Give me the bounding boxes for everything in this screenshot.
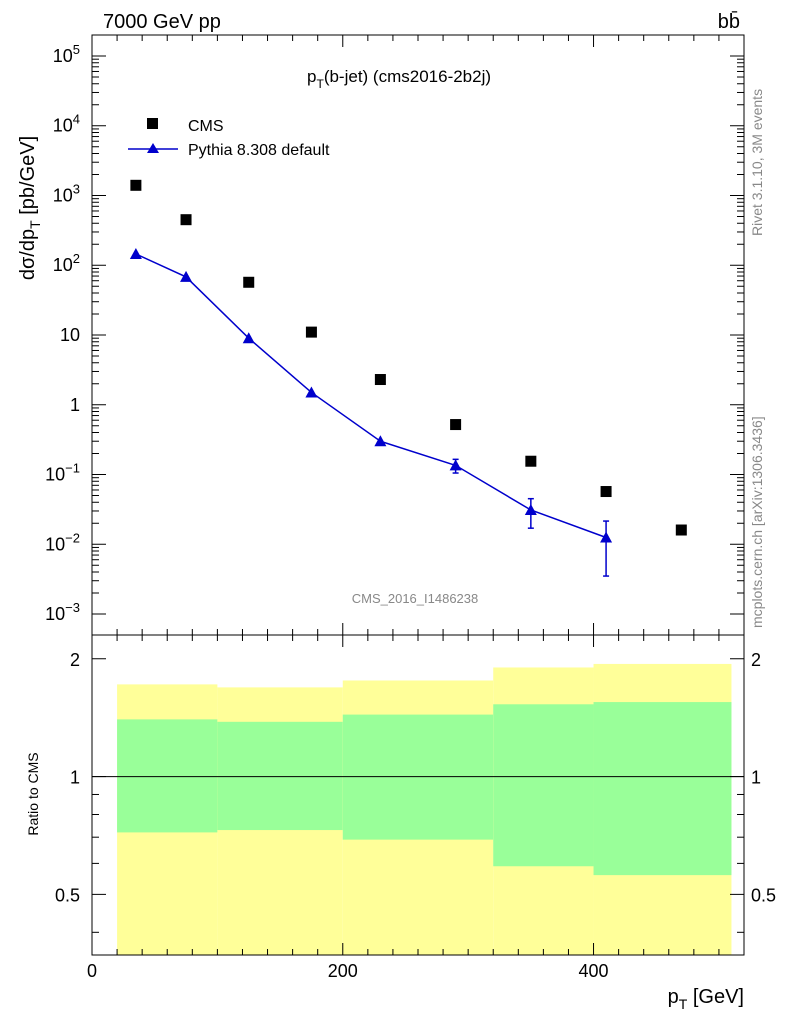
cms-point: [374, 374, 386, 386]
side-info-top: Rivet 3.1.10, 3M events: [749, 89, 765, 236]
pythia-point: [242, 332, 255, 344]
pythia-line: [135, 253, 607, 539]
energy-label: 7000 GeV pp: [103, 11, 221, 33]
y-tick-label: 105: [53, 42, 80, 66]
side-info-bottom: mcplots.cern.ch [arXiv:1306.3436]: [749, 416, 765, 628]
y-tick-label: 103: [53, 181, 80, 205]
pythia-point: [129, 247, 142, 259]
pythia-point: [180, 270, 193, 282]
analysis-watermark: CMS_2016_I1486238: [352, 591, 479, 606]
pythia-point: [449, 459, 462, 471]
pythia-point: [305, 386, 318, 398]
cms-point: [180, 214, 192, 226]
ratio-bands: [117, 663, 732, 955]
pythia-series: [129, 247, 613, 577]
axis-ticks: [91, 35, 744, 955]
cms-point: [450, 419, 462, 431]
ratio-y-tick-label: 1: [70, 768, 80, 788]
x-tick-label: 400: [579, 961, 609, 981]
plot-title: pT(b-jet) (cms2016-2b2j): [307, 67, 491, 91]
y-tick-label: 1: [70, 395, 80, 415]
x-tick-label: 200: [328, 961, 358, 981]
ratio-y-tick-label-right: 0.5: [751, 885, 776, 905]
ratio-band-inner: [117, 719, 218, 833]
y-tick-label: 10−2: [45, 530, 80, 554]
y-tick-label: 10−1: [45, 461, 80, 485]
y-tick-label: 10: [60, 325, 80, 345]
legend-pythia-label: Pythia 8.308 default: [188, 142, 330, 159]
legend-cms-label: CMS: [188, 118, 224, 135]
y-tick-label: 104: [53, 112, 80, 136]
cms-series: [130, 179, 687, 536]
cms-point: [305, 326, 317, 338]
cms-point: [675, 524, 687, 536]
y-tick-label: 102: [53, 251, 80, 275]
tick-labels: 0 200 400 10−3 10−2 10−1 1 10 102 103 104 105 0.5 0.5…: [45, 42, 776, 981]
ratio-band-inner: [217, 721, 343, 831]
cms-point: [130, 179, 142, 191]
legend-pythia-marker: [147, 143, 159, 153]
cms-point: [243, 276, 255, 288]
ratio-y-tick-label-right: 1: [751, 768, 761, 788]
ratio-y-axis-label: Ratio to CMS: [25, 752, 41, 835]
process-label: bb̄: [718, 10, 740, 33]
pythia-point: [524, 503, 537, 515]
legend-cms-marker: [147, 118, 158, 129]
ratio-band-inner: [493, 704, 594, 867]
y-tick-label: 10−3: [45, 600, 80, 624]
ratio-y-tick-label: 0.5: [55, 885, 80, 905]
x-tick-label: 0: [87, 961, 97, 981]
ratio-band-inner: [593, 702, 732, 876]
x-axis-label: pT [GeV]: [668, 986, 744, 1012]
cms-point: [600, 486, 612, 498]
y-axis-label: dσ/dpT [pb/GeV]: [17, 136, 43, 280]
ratio-y-tick-label-right: 2: [751, 650, 761, 670]
pythia-point: [374, 435, 387, 447]
pythia-point: [600, 531, 613, 543]
ratio-band-inner: [342, 714, 494, 840]
ratio-y-tick-label: 2: [70, 650, 80, 670]
cms-point: [525, 455, 537, 467]
